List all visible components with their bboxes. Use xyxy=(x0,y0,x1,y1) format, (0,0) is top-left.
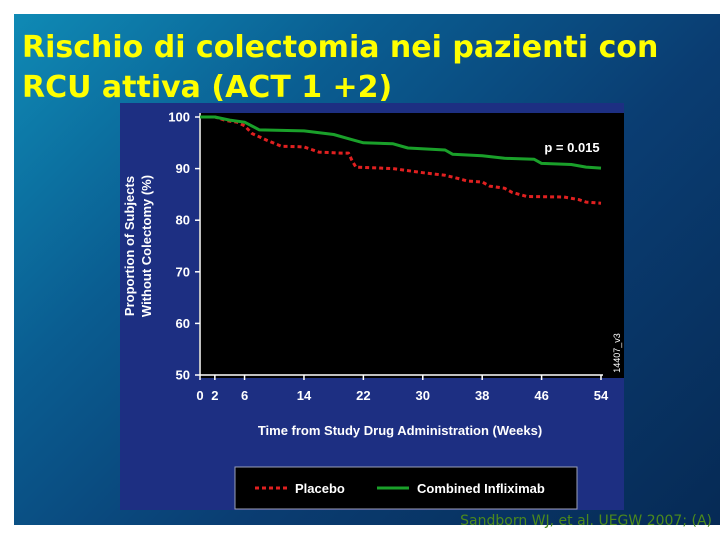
x-tick-label-0: 0 xyxy=(196,388,203,403)
title-line-1: Rischio di colectomia nei pazienti con xyxy=(22,30,659,65)
x-axis-label: Time from Study Drug Administration (Wee… xyxy=(258,423,542,438)
y-tick-label-50: 50 xyxy=(176,368,190,383)
p-value-annotation: p = 0.015 xyxy=(544,140,599,155)
y-tick-label-60: 60 xyxy=(176,316,190,331)
legend: Placebo Combined Infliximab xyxy=(234,466,578,510)
y-tick-label-70: 70 xyxy=(176,264,190,279)
y-axis-label-line-2: Without Colectomy (%) xyxy=(139,175,154,317)
legend-placebo-label: Placebo xyxy=(295,481,345,496)
series-line-placebo xyxy=(200,115,602,205)
x-tick-label-46: 46 xyxy=(534,388,548,403)
km-chart: 100 90 80 70 60 50 0 2 6 14 22 30 38 46 54 Proportion … xyxy=(122,110,624,510)
series-line-combined-infliximab xyxy=(200,115,602,170)
citation: Sandborn WJ, et al. UEGW 2007; (A) xyxy=(460,513,712,529)
x-tick-label-2: 2 xyxy=(211,388,218,403)
title-line-2: RCU attiva (ACT 1 +2) xyxy=(22,70,393,105)
x-tick-label-22: 22 xyxy=(356,388,370,403)
series-layer xyxy=(200,115,602,205)
figure-code-watermark: 14407_v3 xyxy=(612,333,622,373)
y-axis-label-line-1: Proportion of Subjects xyxy=(122,176,137,316)
x-tick-label-30: 30 xyxy=(416,388,430,403)
x-tick-label-6: 6 xyxy=(241,388,248,403)
y-tick-label-100: 100 xyxy=(168,110,190,125)
y-tick-label-90: 90 xyxy=(176,161,190,176)
x-tick-label-54: 54 xyxy=(594,388,609,403)
slide-title: Rischio di colectomia nei pazienti con R… xyxy=(22,28,712,108)
chart-panel: 100 90 80 70 60 50 0 2 6 14 22 30 38 46 54 Proportion … xyxy=(120,103,624,510)
x-tick-label-38: 38 xyxy=(475,388,489,403)
legend-infliximab-label: Combined Infliximab xyxy=(417,481,545,496)
axes: 100 90 80 70 60 50 0 2 6 14 22 30 38 46 54 xyxy=(168,110,609,404)
y-tick-label-80: 80 xyxy=(176,213,190,228)
plot-area xyxy=(199,113,624,378)
x-tick-label-14: 14 xyxy=(297,388,312,403)
